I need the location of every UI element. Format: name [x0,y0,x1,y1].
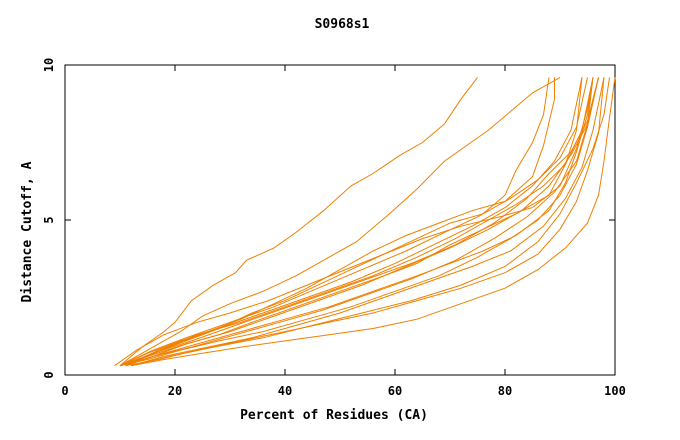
x-tick-label: 20 [168,384,182,398]
series-line-5 [119,77,594,367]
x-tick-label: 0 [61,384,68,398]
series-line-14 [119,77,599,367]
series-line-11 [119,77,599,367]
x-tick-label: 100 [604,384,626,398]
x-tick-label: 80 [498,384,512,398]
series-line-1 [119,77,478,367]
y-tick-label: 0 [42,371,56,378]
series-line-2 [119,76,561,367]
series-line-15 [125,77,594,367]
series-line-8 [125,77,605,367]
y-axis-label: Distance Cutoff, A [20,161,35,302]
series-line-9 [119,77,599,367]
series-line-18 [119,77,583,367]
y-tick-label: 10 [42,58,56,72]
y-tick-label: 5 [42,216,56,223]
series-line-7 [130,77,616,367]
plot-frame [64,64,616,376]
x-tick-label: 60 [388,384,402,398]
series-line-16 [119,77,588,367]
axis-ticks: 0 20 40 60 80 100 0 5 10 [42,58,626,398]
series-line-3 [119,77,555,367]
series-line-10 [114,77,594,367]
x-axis-label: Percent of Residues (CA) [240,408,428,423]
chart-title: S0968s1 [315,17,370,32]
series-line-17 [130,77,610,367]
series-line-12 [130,77,605,367]
x-tick-label: 40 [278,384,292,398]
series-group [114,76,616,367]
